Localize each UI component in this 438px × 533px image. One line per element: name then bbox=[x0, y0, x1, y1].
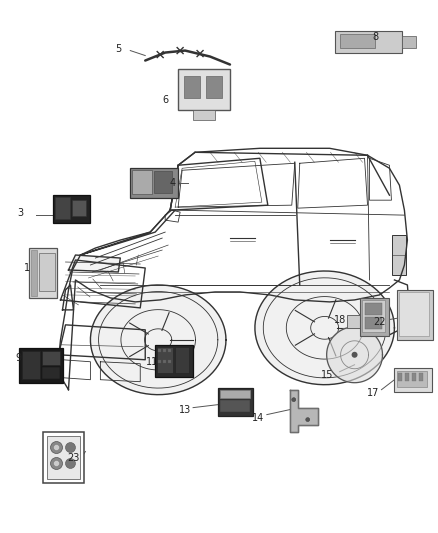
Bar bbox=[31, 250, 37, 296]
Bar bbox=[399, 373, 403, 381]
Text: 3: 3 bbox=[18, 208, 24, 218]
Text: 22: 22 bbox=[373, 317, 386, 327]
Text: 15: 15 bbox=[321, 370, 333, 379]
Bar bbox=[46, 435, 81, 480]
Bar bbox=[39, 253, 54, 291]
Ellipse shape bbox=[306, 417, 310, 422]
Ellipse shape bbox=[66, 458, 75, 469]
Bar bbox=[364, 303, 382, 315]
Ellipse shape bbox=[292, 398, 296, 402]
Bar bbox=[163, 360, 166, 363]
Text: 13: 13 bbox=[179, 405, 191, 415]
Bar bbox=[220, 390, 250, 398]
Bar bbox=[206, 77, 222, 99]
Bar bbox=[21, 351, 39, 379]
Bar bbox=[130, 168, 178, 198]
Bar bbox=[42, 351, 60, 365]
Polygon shape bbox=[68, 255, 120, 272]
Ellipse shape bbox=[53, 461, 60, 466]
Bar bbox=[175, 347, 189, 373]
Bar bbox=[168, 360, 171, 363]
Text: 18: 18 bbox=[333, 315, 346, 325]
Bar bbox=[335, 30, 403, 53]
Text: 6: 6 bbox=[162, 95, 168, 106]
Bar bbox=[184, 77, 200, 99]
Text: 9: 9 bbox=[16, 353, 22, 363]
Bar bbox=[364, 317, 382, 329]
Bar bbox=[339, 34, 374, 47]
Bar bbox=[397, 371, 427, 386]
Text: 11: 11 bbox=[146, 357, 159, 367]
Bar bbox=[193, 110, 215, 120]
Bar bbox=[361, 300, 385, 332]
Text: 1: 1 bbox=[24, 263, 30, 273]
Polygon shape bbox=[327, 327, 382, 383]
Bar bbox=[54, 197, 71, 219]
Bar bbox=[157, 347, 173, 373]
Bar bbox=[397, 290, 433, 340]
Bar bbox=[218, 387, 253, 416]
Polygon shape bbox=[290, 390, 318, 432]
Bar bbox=[168, 349, 171, 352]
Text: 23: 23 bbox=[67, 453, 80, 463]
Ellipse shape bbox=[53, 445, 60, 450]
Bar bbox=[132, 170, 152, 194]
Text: 5: 5 bbox=[115, 44, 121, 54]
Bar bbox=[346, 315, 363, 328]
Bar bbox=[19, 348, 64, 383]
Ellipse shape bbox=[66, 442, 75, 453]
Bar bbox=[403, 36, 417, 47]
Polygon shape bbox=[255, 271, 395, 385]
Text: 17: 17 bbox=[367, 387, 380, 398]
Bar bbox=[220, 400, 250, 411]
Bar bbox=[406, 373, 410, 381]
Text: 14: 14 bbox=[252, 413, 264, 423]
Text: 4: 4 bbox=[169, 178, 175, 188]
Bar bbox=[158, 360, 161, 363]
Bar bbox=[53, 195, 90, 223]
Bar bbox=[72, 200, 86, 216]
Bar bbox=[154, 171, 172, 193]
Bar bbox=[419, 373, 424, 381]
Bar bbox=[413, 373, 417, 381]
Bar bbox=[395, 368, 432, 392]
Ellipse shape bbox=[50, 457, 63, 470]
Ellipse shape bbox=[50, 441, 63, 454]
Text: 8: 8 bbox=[372, 31, 378, 42]
Bar bbox=[28, 248, 57, 298]
Bar bbox=[42, 432, 85, 483]
Bar bbox=[155, 345, 193, 377]
Bar bbox=[392, 235, 406, 275]
Polygon shape bbox=[91, 285, 226, 394]
Bar bbox=[42, 367, 60, 379]
Bar bbox=[178, 69, 230, 110]
Bar bbox=[163, 349, 166, 352]
Bar bbox=[360, 298, 389, 336]
Bar bbox=[158, 349, 161, 352]
Bar bbox=[399, 292, 429, 336]
Ellipse shape bbox=[352, 352, 357, 358]
